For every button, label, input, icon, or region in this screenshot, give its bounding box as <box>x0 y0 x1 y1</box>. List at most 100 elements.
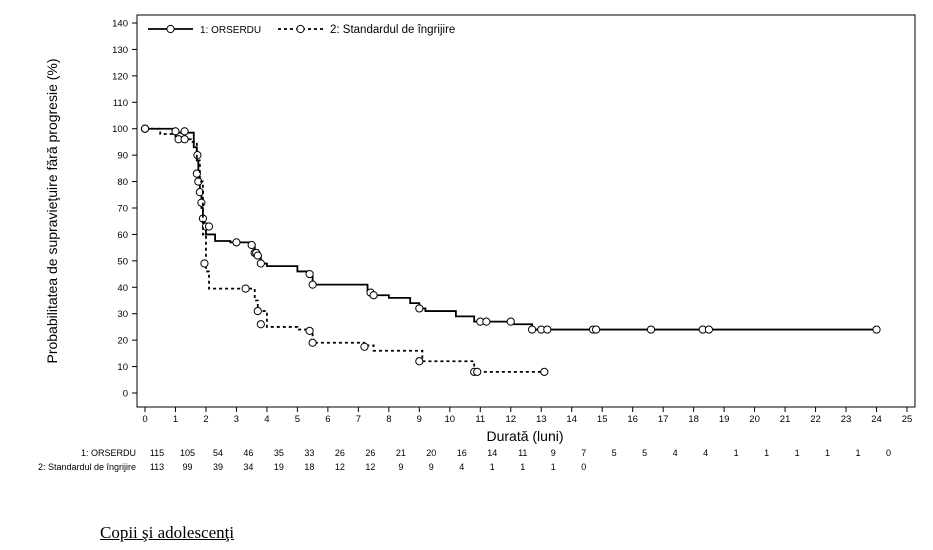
x-tick-label: 22 <box>810 414 821 425</box>
y-tick-label: 60 <box>117 230 128 241</box>
series-1-censor-mark <box>506 317 515 326</box>
x-tick-label: 0 <box>142 414 147 425</box>
x-axis: 0 1 2 3 4 5 6 7 8 9 10 11 12 13 14 15 16 17 18 19 20 21 22 23 24… <box>142 407 912 425</box>
at-risk-value: 115 <box>149 448 165 458</box>
at-risk-value: 7 <box>581 448 587 458</box>
at-risk-value: 9 <box>550 448 556 458</box>
y-tick-label: 20 <box>117 336 128 347</box>
x-tick-label: 12 <box>505 414 516 425</box>
series-2-censor-mark <box>241 284 250 293</box>
series-2-censor-mark <box>308 338 317 347</box>
y-tick-label: 0 <box>123 389 128 400</box>
x-tick-label: 20 <box>749 414 760 425</box>
at-risk-value: 18 <box>304 462 315 472</box>
y-tick-label: 110 <box>113 98 128 109</box>
x-tick-label: 25 <box>902 414 913 425</box>
y-tick-label: 70 <box>117 204 128 215</box>
x-tick-label: 13 <box>536 414 547 425</box>
at-risk-value: 14 <box>487 448 498 458</box>
series-1-censor-mark <box>171 127 180 136</box>
section-heading: Copii şi adolescenţi <box>100 523 235 542</box>
at-risk-value: 1 <box>794 448 800 458</box>
y-tick-label: 50 <box>117 256 128 267</box>
legend: 1: ORSERDU 2: Standardul de îngrijire <box>148 24 455 36</box>
at-risk-value: 1 <box>489 462 495 472</box>
x-tick-label: 2 <box>203 414 208 425</box>
series-1-censor-mark <box>543 325 552 334</box>
at-risk-value: 4 <box>672 448 678 458</box>
x-tick-label: 18 <box>688 414 699 425</box>
x-tick-label: 8 <box>386 414 391 425</box>
at-risk-value: 99 <box>182 462 193 472</box>
x-tick-label: 9 <box>417 414 422 425</box>
at-risk-value: 9 <box>398 462 404 472</box>
x-tick-label: 10 <box>445 414 456 425</box>
at-risk-row-label: 1: ORSERDU <box>80 448 136 458</box>
y-tick-label: 140 <box>112 19 128 30</box>
x-tick-label: 5 <box>295 414 300 425</box>
at-risk-value: 11 <box>518 448 528 458</box>
series-1-censor-mark <box>204 222 214 231</box>
at-risk-row-label: 2: Standardul de îngrijire <box>37 462 136 472</box>
at-risk-value: 4 <box>703 448 709 458</box>
at-risk-value: 1 <box>855 448 861 458</box>
y-tick-label: 120 <box>112 71 128 82</box>
y-tick-label: 90 <box>117 151 128 162</box>
at-risk-value: 34 <box>243 462 254 472</box>
series-2-censor-mark <box>415 357 424 366</box>
series-1-censor-mark <box>592 325 601 334</box>
at-risk-value: 0 <box>886 448 892 458</box>
series-2-censor-mark <box>200 259 209 268</box>
series-2-censor-mark <box>360 342 369 351</box>
y-tick-label: 80 <box>117 177 128 188</box>
series-1-censor-mark <box>369 291 378 300</box>
at-risk-value: 1 <box>550 462 556 472</box>
at-risk-value: 21 <box>395 448 406 458</box>
series-1-censor-mark <box>415 304 424 313</box>
series-2-censor-mark <box>473 367 482 376</box>
series-2-line <box>145 127 545 373</box>
at-risk-value: 20 <box>426 448 437 458</box>
series-2-censor-mark <box>540 367 549 376</box>
y-tick-label: 40 <box>117 283 128 294</box>
x-tick-label: 4 <box>264 414 269 425</box>
legend-label-1: 1: ORSERDU <box>200 25 261 36</box>
at-risk-value: 35 <box>273 448 284 458</box>
at-risk-value: 46 <box>243 448 254 458</box>
x-tick-label: 16 <box>627 414 638 425</box>
series-1-censor-mark <box>704 325 713 334</box>
series-2-censor-mark <box>256 320 265 329</box>
series-1-censor-mark <box>646 325 656 334</box>
y-axis-label: Probabilitatea de supravieţuire fără pro… <box>44 58 60 363</box>
x-tick-label: 6 <box>325 414 330 425</box>
x-tick-label: 24 <box>871 414 882 425</box>
series-1-censor-mark <box>197 198 206 207</box>
series-1-censor-mark <box>527 325 537 334</box>
x-tick-label: 3 <box>234 414 239 425</box>
at-risk-value: 5 <box>611 448 617 458</box>
at-risk-value: 12 <box>365 462 376 472</box>
x-tick-label: 23 <box>841 414 852 425</box>
series-1-line <box>145 127 877 331</box>
series-1-censor-mark <box>192 169 201 178</box>
x-tick-label: 7 <box>356 414 361 425</box>
legend-marker-2 <box>296 24 305 34</box>
series-1-censor-mark <box>180 127 189 136</box>
y-tick-label: 130 <box>112 45 128 56</box>
x-tick-label: 15 <box>597 414 608 425</box>
series-1-censor-mark <box>256 259 265 268</box>
x-tick-label: 14 <box>566 414 577 425</box>
y-axis: 0 10 20 30 40 50 60 70 80 90 100 110 120 130 140 <box>112 19 137 400</box>
x-axis-label: Durată (luni) <box>486 428 563 444</box>
series-2-censor-mark <box>253 306 262 316</box>
y-tick-label: 100 <box>112 124 128 135</box>
series-1-censor-mark <box>872 325 881 334</box>
series-2-censor-mark <box>305 326 314 335</box>
x-tick-label: 1 <box>173 414 178 425</box>
x-tick-label: 11 <box>475 414 485 425</box>
at-risk-value: 1 <box>520 462 526 472</box>
series-1-censor-mark <box>247 240 256 250</box>
series-1-censor-mark <box>308 280 317 289</box>
plot-frame <box>136 14 916 408</box>
